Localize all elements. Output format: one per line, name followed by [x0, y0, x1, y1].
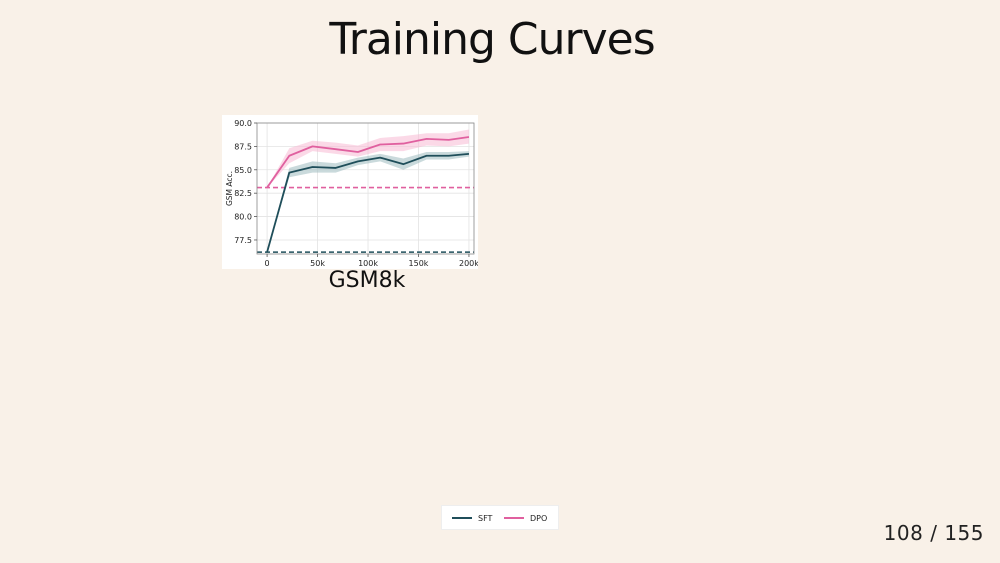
y-tick-label: 77.5	[234, 236, 252, 245]
legend-label-dpo: DPO	[530, 513, 548, 523]
chart-caption: GSM8k	[328, 268, 406, 293]
page-current: 108	[883, 521, 924, 545]
page-total: 155	[944, 521, 984, 545]
y-tick-label: 85.0	[234, 166, 252, 175]
legend-item-dpo: DPO	[504, 512, 547, 524]
legend-label-sft: SFT	[478, 513, 493, 523]
confidence-band-dpo	[267, 129, 469, 188]
gsm8k-chart: 0 50k 100k 150k 200k 77.5 80.0 82.5 85.0 87.5 90.0…	[222, 115, 478, 269]
x-tick-label: 0	[265, 259, 270, 268]
slide-title: Training Curves	[329, 14, 655, 65]
y-tick-label: 87.5	[234, 142, 252, 151]
x-tick-label: 200k	[459, 259, 478, 268]
legend-item-sft: SFT	[452, 512, 492, 524]
page-separator: /	[930, 521, 938, 545]
x-tick-label: 100k	[358, 259, 378, 268]
y-axis-label: GSM Acc.	[225, 171, 234, 206]
legend-swatch-dpo	[504, 517, 524, 519]
y-tick-label: 80.0	[234, 213, 252, 222]
plot-frame	[256, 122, 475, 255]
legend: SFT DPO	[441, 505, 559, 530]
x-tick-label: 50k	[310, 259, 325, 268]
legend-swatch-sft	[452, 517, 472, 519]
chart-svg: 0 50k 100k 150k 200k 77.5 80.0 82.5 85.0 87.5 90.0…	[225, 119, 478, 268]
page-number: 108 / 155	[884, 521, 984, 545]
y-tick-label: 82.5	[234, 189, 252, 198]
series-line-dpo	[266, 136, 470, 189]
x-tick-label: 150k	[409, 259, 429, 268]
series-line-sft	[266, 152, 470, 253]
y-tick-label: 90.0	[234, 119, 252, 128]
